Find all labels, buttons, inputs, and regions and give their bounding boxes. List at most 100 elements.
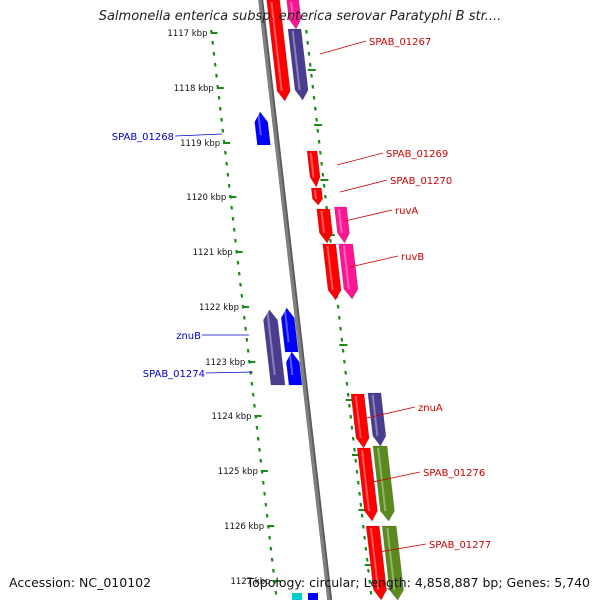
scale-dot [367,568,370,573]
scale-dot [213,62,217,67]
scale-dot [218,106,222,111]
scale-dot [221,128,225,133]
gene-arrow-shine [371,394,379,437]
scale-dot [360,513,364,518]
scale-dot [249,370,253,375]
gene-label: SPAB_01274 [143,369,205,380]
gene-arrow-shine [337,208,343,234]
gene-arrow-shine [257,113,262,136]
gene-label: znuB [176,331,201,342]
scale-dot [217,95,221,100]
gene-label: znuA [418,403,443,414]
gene-arrow-shine [290,1,295,20]
scale-dot [244,326,247,331]
kbp-tick-label: 1123 kbp [205,358,245,368]
scale-dot [242,315,246,320]
scale-dot [341,348,345,353]
scale-dot [337,315,341,320]
scale-dot [263,491,266,496]
gene-arrow [286,0,302,30]
scale-dot [306,40,310,45]
scale-dot [269,546,273,551]
scale-dot [250,381,254,386]
scale-dot [359,502,363,507]
scale-dot [324,194,327,199]
label-leader-line [378,543,427,553]
scale-dot [223,150,227,155]
scale-dot [272,568,275,573]
gene-arrow [367,392,387,447]
scale-dot [255,425,259,430]
scale-dot [353,447,356,452]
scale-dot [325,205,329,210]
gene-label: SPAB_01270 [390,176,452,187]
kbp-tick-label: 1118 kbp [174,84,214,94]
scale-dot [351,436,355,441]
gene-arrow-shine [386,527,396,591]
scale-dot [348,403,351,408]
scale-dot [265,513,269,518]
gene-label: ruvB [401,252,424,263]
scale-dot [329,238,332,243]
scale-dot [234,238,237,243]
scale-dot [364,546,368,551]
scale-dot [230,205,234,210]
scale-dot [270,557,274,562]
scale-dot [240,293,244,298]
scale-dot [345,381,349,386]
scale-dot [227,183,231,188]
kbp-tick-label: 1127 kbp [230,577,270,587]
gene-arrow [372,445,395,522]
scale-dot [251,392,255,397]
label-leader-line [349,255,399,268]
gene-arrow [310,187,323,206]
gene-arrow-shine [320,210,326,234]
gene-stub [308,593,318,600]
kbp-tick-label: 1126 kbp [224,522,264,532]
gene-arrow-shine [361,449,371,512]
gene-label: SPAB_01276 [423,468,485,479]
gene-arrow-shine [288,353,294,376]
gene-arrow-shine [354,395,362,439]
gene-arrow [338,243,359,300]
gene-arrow-shine [309,152,315,178]
scale-dot [226,172,230,177]
scale-dot [212,51,216,56]
scale-dot [339,326,342,331]
scale-dot [268,535,272,540]
scale-dot [305,29,308,34]
map-title: Salmonella enterica subsp. enterica sero… [98,9,502,24]
scale-dot [261,480,265,485]
label-leader-line [339,179,388,193]
gene-label: SPAB_01268 [112,132,174,143]
gene-arrow [365,525,387,600]
kbp-tick-label: 1119 kbp [180,139,220,149]
scale-dot [318,150,322,155]
gene-arrow-shine [314,189,318,200]
scale-dot [363,535,367,540]
backbone [258,0,331,600]
kbp-tick-label: 1121 kbp [193,248,233,258]
scale-dot [264,502,268,507]
scale-dot [320,161,324,166]
scale-dot [361,524,365,529]
scale-dot [336,304,340,309]
scale-dot [354,458,358,463]
label-leader-line [205,371,254,374]
scale-dot [312,95,316,100]
gene-arrow [286,351,303,386]
scale-dot [239,282,242,287]
scale-dot [253,403,256,408]
gene-arrow-shine [266,311,276,376]
scale-dot [259,458,263,463]
scale-dot [346,392,350,397]
gene-label: ruvA [395,206,418,217]
gene-arrow [350,393,370,449]
gene-arrow-shine [283,309,290,343]
gene-arrow [316,208,333,244]
scale-dot [317,139,321,144]
scale-dot [355,469,359,474]
gene-arrow [381,525,404,600]
label-leader-line [366,406,416,419]
